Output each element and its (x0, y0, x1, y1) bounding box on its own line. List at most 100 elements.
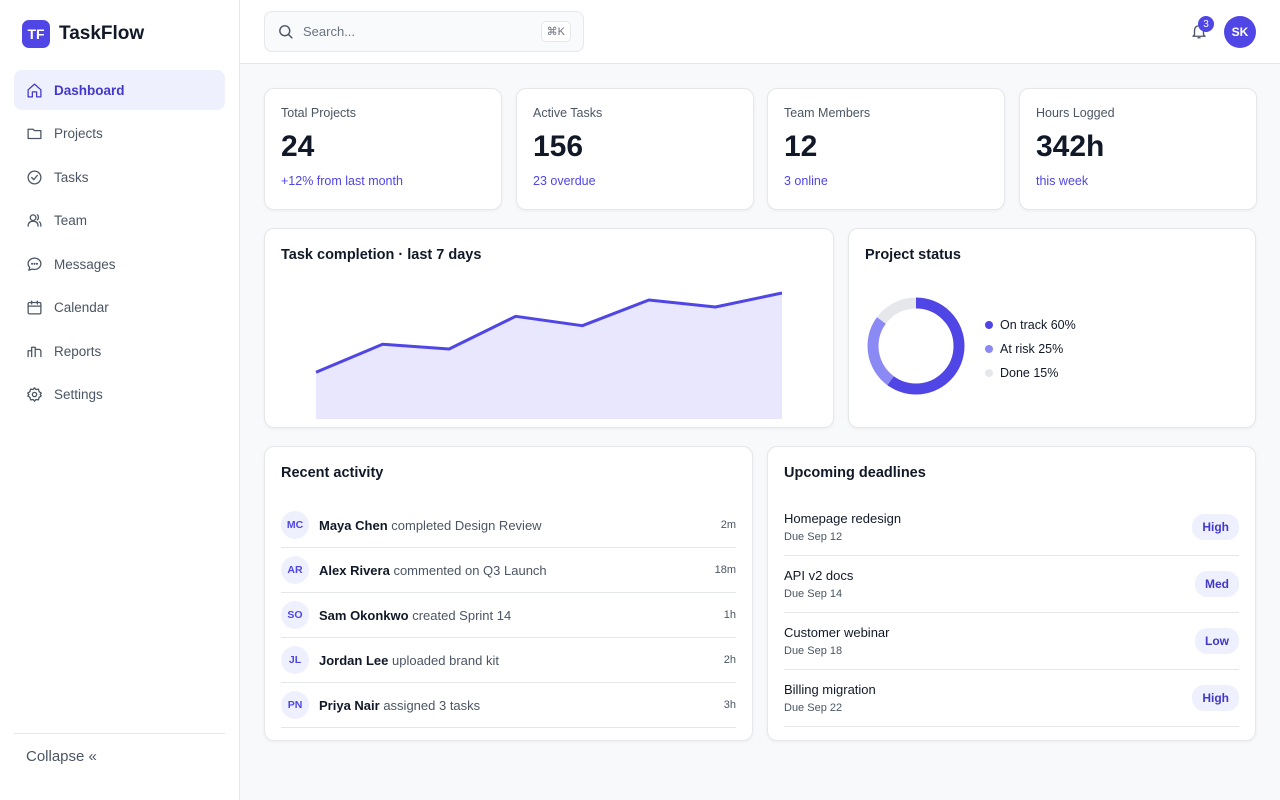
stat-subtext: this week (1036, 174, 1089, 188)
sidebar: TF TaskFlow Dashboard Projects Tasks Tea… (0, 0, 240, 800)
avatar: PN (281, 691, 309, 719)
deadline-name: Billing migration (784, 682, 876, 697)
chart-title: Task completion · last 7 days (281, 247, 482, 263)
activity-user: Jordan Lee (319, 652, 389, 668)
activity-text: Jordan Lee uploaded brand kit (319, 653, 724, 668)
sidebar-item-label: Dashboard (54, 82, 125, 98)
upcoming-deadlines-card: Upcoming deadlines Homepage redesign Due… (767, 446, 1256, 741)
activity-title: Recent activity (281, 465, 384, 481)
legend-dot (985, 321, 993, 329)
activity-user: Alex Rivera (319, 562, 390, 578)
deadline-info: Billing migration Due Sep 22 (784, 682, 876, 714)
legend-label: Done 15% (1000, 366, 1059, 380)
stat-label: Active Tasks (533, 106, 603, 120)
activity-row[interactable]: SO Sam Okonkwo created Sprint 14 1h (281, 593, 736, 638)
activity-user: Priya Nair (319, 697, 380, 713)
series-line (315, 291, 783, 374)
avatar: JL (281, 646, 309, 674)
area-fill (316, 293, 782, 419)
sidebar-item-calendar[interactable]: Calendar (14, 288, 225, 328)
activity-time: 1h (723, 609, 736, 621)
activity-list: MC Maya Chen completed Design Review 2m … (281, 503, 736, 728)
top-bar: ⌘K 3 SK (240, 0, 1280, 64)
message-icon (27, 256, 42, 271)
activity-time: 3h (723, 699, 736, 711)
sidebar-item-label: Reports (54, 343, 102, 359)
notification-badge: 3 (1198, 16, 1214, 32)
sidebar-item-label: Calendar (54, 300, 109, 315)
sidebar-item-dashboard[interactable]: Dashboard (14, 70, 225, 110)
task-completion-chart (315, 291, 783, 419)
deadlines-title: Upcoming deadlines (784, 465, 926, 481)
donut-slice-2 (867, 297, 965, 395)
sidebar-item-projects[interactable]: Projects (14, 114, 225, 154)
stat-subtext: +12% from last month (281, 174, 403, 188)
legend-dot (985, 369, 993, 377)
activity-user: Sam Okonkwo (319, 607, 409, 623)
sidebar-item-tasks[interactable]: Tasks (14, 157, 225, 197)
search-input[interactable] (303, 24, 541, 39)
stat-value: 342h (1036, 130, 1105, 163)
stat-label: Team Members (784, 106, 871, 120)
deadline-list: Homepage redesign Due Sep 12 High API v2… (784, 499, 1239, 727)
deadline-info: Homepage redesign Due Sep 12 (784, 511, 901, 543)
activity-time: 18m (714, 564, 736, 576)
activity-row[interactable]: JL Jordan Lee uploaded brand kit 2h (281, 638, 736, 683)
task-completion-card: Task completion · last 7 days (264, 228, 834, 428)
deadline-due: Due Sep 14 (784, 588, 843, 600)
sidebar-item-settings[interactable]: Settings (14, 375, 225, 415)
activity-text: Priya Nair assigned 3 tasks (319, 698, 724, 713)
activity-time: 2m (720, 519, 736, 531)
deadline-row[interactable]: API v2 docs Due Sep 14 Med (784, 556, 1239, 613)
search-box[interactable]: ⌘K (264, 11, 584, 52)
deadline-row[interactable]: Customer webinar Due Sep 18 Low (784, 613, 1239, 670)
sidebar-item-label: Settings (54, 387, 103, 402)
calendar-icon (27, 300, 42, 315)
stat-subtext: 23 overdue (533, 174, 596, 188)
stat-label: Hours Logged (1036, 106, 1115, 120)
deadline-info: Customer webinar Due Sep 18 (784, 625, 890, 657)
chart-title: Project status (865, 247, 961, 263)
activity-text: Maya Chen completed Design Review (319, 518, 721, 533)
gear-icon (27, 387, 42, 402)
user-avatar[interactable]: SK (1224, 16, 1256, 48)
legend-item-on-track: On track 60% (985, 313, 1076, 337)
sidebar-item-label: Tasks (54, 169, 89, 185)
activity-user: Maya Chen (319, 517, 388, 533)
deadline-name: API v2 docs (784, 568, 854, 583)
stat-card-total-projects[interactable]: Total Projects 24 +12% from last month (264, 88, 502, 210)
brand[interactable]: TF TaskFlow (22, 20, 144, 48)
collapse-button[interactable]: Collapse « (14, 733, 225, 779)
sidebar-item-label: Projects (54, 126, 103, 141)
activity-time: 2h (723, 654, 736, 666)
activity-action: assigned 3 tasks (383, 697, 481, 713)
avatar: SO (281, 601, 309, 629)
deadline-name: Homepage redesign (784, 511, 902, 526)
donut-slice-3 (867, 297, 965, 395)
activity-action: completed Design Review (391, 517, 542, 533)
activity-action: commented on Q3 Launch (393, 562, 547, 578)
stat-label: Total Projects (281, 106, 357, 120)
activity-row[interactable]: AR Alex Rivera commented on Q3 Launch 18… (281, 548, 736, 593)
deadline-row[interactable]: Homepage redesign Due Sep 12 High (784, 499, 1239, 556)
deadline-due: Due Sep 22 (784, 702, 843, 714)
stat-card-team-members[interactable]: Team Members 12 3 online (767, 88, 1005, 210)
sidebar-item-messages[interactable]: Messages (14, 244, 225, 284)
stat-card-active-tasks[interactable]: Active Tasks 156 23 overdue (516, 88, 754, 210)
sidebar-item-team[interactable]: Team (14, 201, 225, 241)
stat-card-hours-logged[interactable]: Hours Logged 342h this week (1019, 88, 1257, 210)
sidebar-item-reports[interactable]: Reports (14, 331, 225, 371)
activity-row[interactable]: PN Priya Nair assigned 3 tasks 3h (281, 683, 736, 728)
activity-row[interactable]: MC Maya Chen completed Design Review 2m (281, 503, 736, 548)
project-status-donut (867, 297, 965, 395)
deadline-info: API v2 docs Due Sep 14 (784, 568, 853, 600)
search-shortcut: ⌘K (540, 21, 571, 42)
deadline-row[interactable]: Billing migration Due Sep 22 High (784, 670, 1239, 727)
legend-label: At risk 25% (1000, 342, 1064, 356)
deadline-due: Due Sep 18 (784, 645, 843, 657)
brand-logo: TF (22, 20, 50, 48)
activity-action: created Sprint 14 (412, 607, 512, 623)
folder-icon (27, 128, 42, 140)
legend-item-at-risk: At risk 25% (985, 337, 1076, 361)
avatar: AR (281, 556, 309, 584)
